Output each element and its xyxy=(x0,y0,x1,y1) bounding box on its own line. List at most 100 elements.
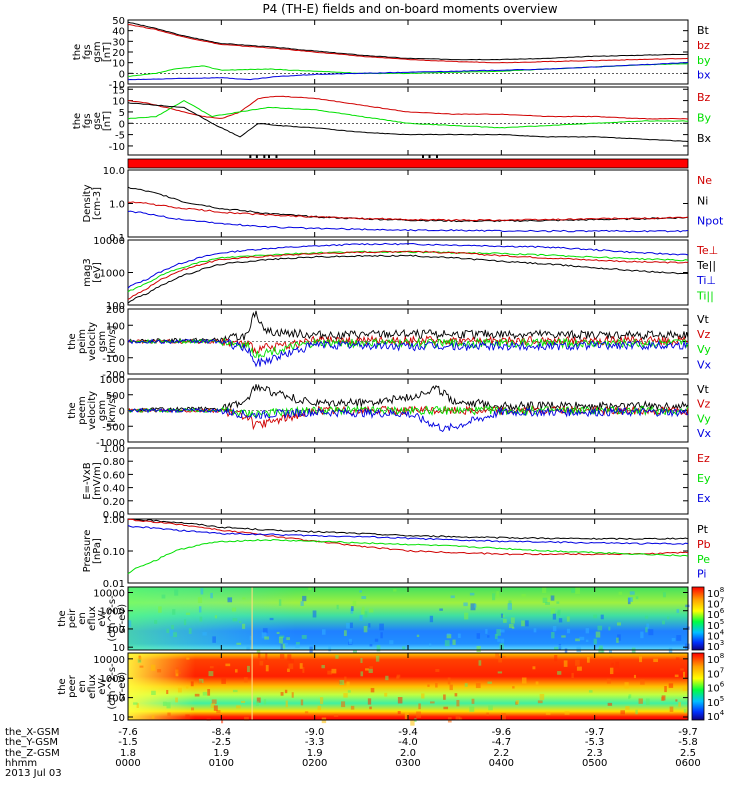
peer_spectrogram-texture xyxy=(185,714,190,721)
peer_spectrogram-texture xyxy=(167,712,171,716)
time-axis-tick-y: -4.7 xyxy=(492,737,512,748)
time-axis-tick-x: -8.4 xyxy=(212,727,232,738)
peer_spectrogram-texture xyxy=(236,705,241,709)
peer_spectrogram-texture xyxy=(221,719,224,724)
colorbar-tick-label: 108 xyxy=(707,652,724,666)
peir_spectrogram-texture xyxy=(172,609,176,615)
y-tick-label: -10 xyxy=(109,80,125,91)
flag-marker xyxy=(275,155,278,158)
peir_spectrogram-texture xyxy=(533,628,537,633)
peer_spectrogram-texture xyxy=(136,703,139,708)
peer_spectrogram-texture xyxy=(299,663,303,669)
peir_spectrogram-texture xyxy=(363,625,368,633)
y-tick-label: 0 xyxy=(119,119,125,130)
peir_spectrogram-texture xyxy=(585,628,590,634)
series-pt xyxy=(128,518,689,540)
peir_spectrogram-texture xyxy=(464,612,469,620)
peer_spectrogram-texture xyxy=(635,709,638,715)
ylabel-line: [km/s] xyxy=(107,394,118,426)
colorbar-scale xyxy=(691,586,705,651)
flag-marker xyxy=(422,155,424,158)
legend-vz: Vz xyxy=(697,328,711,341)
peir_spectrogram-texture xyxy=(286,637,290,641)
legend-te: Te|| xyxy=(696,259,716,272)
y-tick-label: 15 xyxy=(112,85,125,96)
peir_spectrogram-texture xyxy=(261,632,267,639)
peir_spectrogram-texture xyxy=(368,623,371,628)
peer_spectrogram-texture xyxy=(176,667,179,674)
ylabel-line: Pressure xyxy=(82,530,93,573)
peir_spectrogram-texture xyxy=(608,626,611,631)
legend-vz: Vz xyxy=(697,398,711,411)
peir_spectrogram-texture xyxy=(269,617,274,621)
peer_spectrogram-texture xyxy=(397,711,401,715)
peir_spectrogram-texture xyxy=(508,623,514,628)
peer_spectrogram-texture xyxy=(151,715,155,719)
peer_spectrogram-texture xyxy=(495,653,500,659)
series-bz xyxy=(127,24,689,64)
peer_spectrogram-texture xyxy=(280,692,284,696)
peir_spectrogram-texture xyxy=(593,638,597,645)
legend-ti: Ti⊥ xyxy=(696,274,716,287)
panel-peim_velocity: 200 100 0 -100 -200 the peim velocity gsm [km/s] V… xyxy=(67,305,712,381)
peer_spectrogram-texture xyxy=(138,656,142,660)
ylabel-line: en xyxy=(77,612,88,625)
peer_spectrogram-texture xyxy=(498,655,503,663)
series-te xyxy=(127,250,689,300)
ylabel-line: eflux xyxy=(87,674,98,699)
colorbar-tick-label: 105 xyxy=(707,695,724,709)
peer_spectrogram-texture xyxy=(166,702,171,709)
peir_spectrogram-texture xyxy=(295,644,300,649)
peir_spectrogram-texture xyxy=(264,636,269,640)
peer_spectrogram-texture xyxy=(575,659,580,666)
peer_spectrogram-texture xyxy=(588,690,593,693)
peir_spectrogram-texture xyxy=(558,644,563,649)
peer_spectrogram-texture xyxy=(206,718,211,721)
peir_spectrogram-texture xyxy=(497,638,501,642)
peir_spectrogram-texture xyxy=(312,610,317,618)
legend-by: By xyxy=(697,112,712,125)
peer_spectrogram-texture xyxy=(447,677,451,685)
time-axis-tick-y: -1.5 xyxy=(118,737,138,748)
peer_spectrogram-texture xyxy=(427,684,430,687)
peer_spectrogram-texture xyxy=(512,686,515,689)
peir_spectrogram-texture xyxy=(166,628,170,633)
peir_spectrogram-texture xyxy=(600,614,604,620)
ylabel-line: sr-eV) xyxy=(117,672,128,701)
peer_spectrogram-texture xyxy=(640,679,645,685)
peer_spectrogram-texture xyxy=(375,655,380,662)
peir_spectrogram-texture xyxy=(463,602,468,607)
peer_spectrogram-texture xyxy=(607,702,613,706)
peer_spectrogram-texture xyxy=(243,677,248,683)
time-axis-tick-hhmm: 0200 xyxy=(302,758,327,769)
y-tick-label: 10 xyxy=(112,59,125,70)
flag-marker xyxy=(255,155,258,158)
peer_spectrogram-texture xyxy=(564,710,570,715)
temperature-ylabel: mag3 [eV] xyxy=(82,258,103,287)
fgs_gse-frame xyxy=(127,86,689,156)
y-tick-label: 0.40 xyxy=(103,484,125,495)
peer_spectrogram-texture xyxy=(289,659,294,663)
peer_spectrogram-texture xyxy=(256,697,261,703)
density-ylabel: Density [cm-3] xyxy=(82,184,103,222)
pressure-ylabel: Pressure [nPa] xyxy=(82,530,103,573)
ylabel-line: the xyxy=(67,333,78,349)
time-axis-tick-hhmm: 0300 xyxy=(395,758,420,769)
peir_spectrogram-texture xyxy=(393,589,397,592)
peir_spectrogram-texture xyxy=(232,618,238,622)
peer_spectrogram-texture xyxy=(683,671,686,679)
peer_spectrogram-texture xyxy=(225,663,231,667)
peer_spectrogram-texture xyxy=(285,700,288,708)
peer_spectrogram-texture xyxy=(263,699,267,705)
peir_spectrogram-texture xyxy=(470,603,476,611)
y-tick-label: 0.1 xyxy=(109,233,125,244)
peir_spectrogram-texture xyxy=(280,643,283,651)
peir_spectrogram-texture xyxy=(185,612,191,615)
peir_spectrogram-texture xyxy=(585,639,589,642)
legend-vy: Vy xyxy=(697,343,711,356)
peir_spectrogram-texture xyxy=(278,636,283,644)
peer_spectrogram-texture xyxy=(265,665,269,672)
peir_spectrogram-texture xyxy=(469,592,475,596)
y-tick-label: 1.00 xyxy=(103,444,125,455)
